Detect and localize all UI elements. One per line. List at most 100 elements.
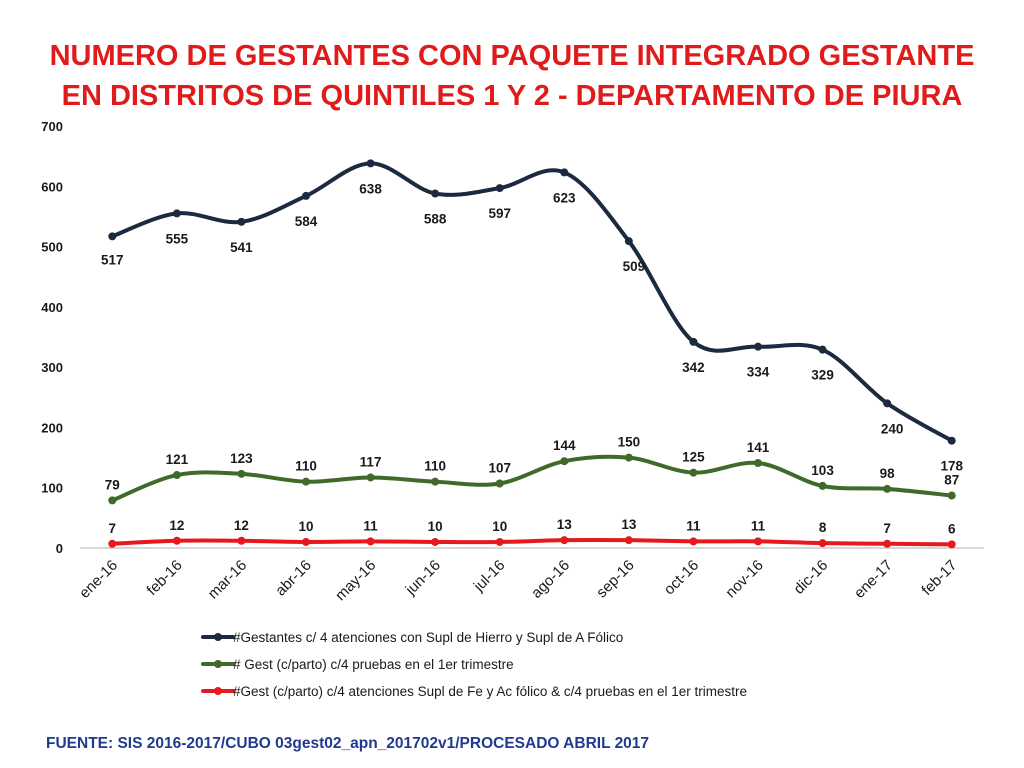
data-labels: 517 555 541 584 638 588 597 623 509 342 334 329 240 1… [101,181,963,536]
data-label-s1: 638 [359,181,382,196]
data-label-s1: 342 [682,360,705,375]
data-point-s1 [818,345,827,354]
data-label-s3: 10 [298,519,313,534]
x-tick-label: ene-17 [851,557,896,602]
data-point-s1 [689,337,698,346]
series-line-3 [110,537,954,547]
data-point-s1 [560,168,569,177]
legend-marker-2 [214,660,222,668]
x-tick-label: dic-16 [790,557,831,598]
data-label-s1: 334 [747,365,770,380]
y-tick-label: 0 [56,541,63,556]
data-label-s3: 11 [363,518,378,533]
data-point-s2 [883,484,892,493]
data-point-s3 [818,539,827,548]
data-point-s2 [431,477,440,486]
series-line-1 [110,161,954,443]
y-tick-label: 500 [41,240,63,255]
x-tick-label: ene-16 [76,557,121,602]
data-label-s1: 329 [811,368,834,383]
data-point-s3 [431,537,440,546]
data-label-s2: 125 [682,450,705,465]
y-tick-label: 700 [41,119,63,134]
data-point-s1 [754,342,762,351]
data-point-s1 [431,189,440,198]
y-tick-label: 600 [41,179,63,194]
data-label-s2: 79 [105,477,120,492]
data-point-s2 [947,491,956,500]
data-point-s2 [172,471,181,480]
data-point-s2 [689,468,698,477]
data-label-s3: 10 [428,519,443,534]
data-point-s3 [560,536,569,545]
data-label-s1: 555 [166,231,189,246]
data-label-s2: 123 [230,451,253,466]
legend-label-3: #Gest (c/parto) c/4 atenciones Supl de F… [233,684,747,699]
legend-marker-1 [214,633,222,641]
data-label-s2: 110 [295,459,317,474]
legend-label-2: # Gest (c/parto) c/4 pruebas en el 1er t… [233,657,514,672]
data-label-s3: 7 [109,521,117,536]
data-point-s3 [947,540,956,549]
data-point-s2 [818,481,827,490]
data-point-s2 [560,457,569,466]
data-point-s3 [689,537,698,546]
x-tick-label: feb-16 [144,557,186,599]
data-point-s2 [754,458,762,467]
data-point-s1 [302,191,310,200]
data-point-s1 [947,436,956,445]
legend: #Gestantes c/ 4 atenciones con Supl de H… [201,630,747,699]
data-point-s2 [108,496,117,505]
x-tick-label: abr-16 [272,557,315,600]
x-tick-label: nov-16 [722,557,766,601]
data-label-s1: 588 [424,212,447,227]
y-tick-label: 400 [41,300,63,315]
data-label-s1: 240 [881,421,904,436]
data-point-s3 [495,537,504,546]
x-tick-label: feb-17 [918,557,960,599]
y-tick-label: 300 [41,360,63,375]
legend-marker-3 [214,687,222,695]
x-tick-label: may-16 [332,557,379,604]
data-label-s2: 121 [166,452,189,467]
data-point-s3 [108,539,117,548]
y-tick-label: 200 [41,420,63,435]
data-label-s3: 8 [819,520,827,535]
data-label-s1: 597 [488,206,511,221]
data-point-s3 [302,537,310,546]
data-point-s1 [495,184,504,193]
data-label-s2: 117 [360,454,382,469]
data-label-s2: 141 [747,440,770,455]
series-points [108,159,956,549]
data-label-s2: 107 [488,460,511,475]
data-label-s3: 11 [686,518,701,533]
x-axis: ene-16 feb-16 mar-16 abr-16 may-16 jun-16 jul-… [76,547,984,604]
data-point-s3 [366,537,375,546]
data-point-s1 [108,232,117,241]
data-label-s1: 509 [623,259,646,274]
data-label-s1: 541 [230,240,253,255]
data-label-s1: 178 [940,459,963,474]
data-label-s3: 12 [234,518,249,533]
data-label-s1: 517 [101,252,124,267]
data-point-s3 [624,536,633,545]
data-label-s3: 12 [169,518,184,533]
series-lines [110,161,954,547]
chart-title-line-2: EN DISTRITOS DE QUINTILES 1 Y 2 - DEPART… [61,80,963,112]
x-tick-label: jul-16 [470,557,509,596]
data-label-s3: 10 [492,519,507,534]
data-point-s2 [366,473,375,482]
data-point-s2 [495,479,504,488]
x-tick-label: jun-16 [402,557,444,599]
x-tick-label: ago-16 [528,557,573,602]
data-point-s1 [366,159,375,168]
data-label-s1: 623 [553,190,576,205]
x-tick-label: oct-16 [661,557,703,599]
chart-title-line-1: NUMERO DE GESTANTES CON PAQUETE INTEGRAD… [49,40,975,72]
data-label-s3: 6 [948,521,956,536]
data-label-s3: 11 [751,518,766,533]
chart-title: NUMERO DE GESTANTES CON PAQUETE INTEGRAD… [0,36,1024,116]
y-axis: 0 100 200 300 400 500 600 700 [41,119,63,556]
data-label-s3: 7 [883,521,891,536]
x-tick-label: mar-16 [205,557,251,603]
